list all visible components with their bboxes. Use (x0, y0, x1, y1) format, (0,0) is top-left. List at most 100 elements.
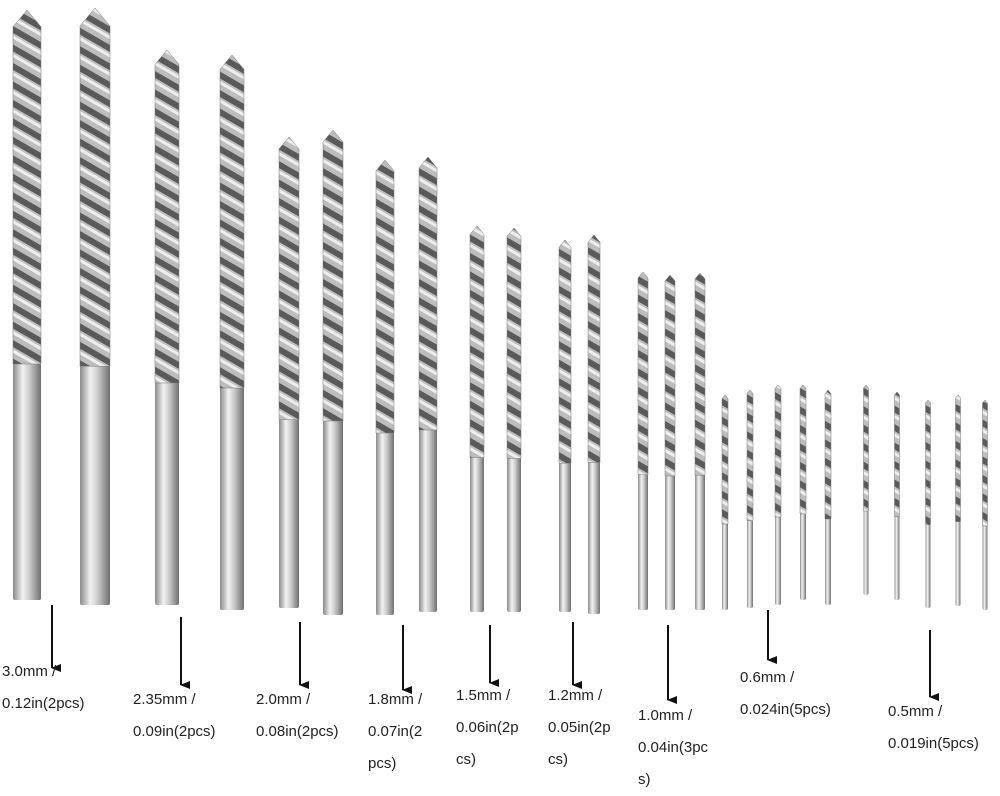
shank (775, 513, 781, 605)
flute (863, 384, 869, 512)
drill-bit (637, 271, 649, 610)
shank (220, 384, 244, 610)
size-label: 0.08in(2pcs) (256, 723, 339, 740)
size-label: 0.024in(5pcs) (740, 701, 831, 718)
shank (800, 510, 806, 600)
shank (80, 362, 110, 605)
drill-bit (694, 272, 706, 610)
shank (665, 472, 675, 610)
size-label: 0.12in(2pcs) (2, 695, 85, 712)
flute (746, 389, 754, 522)
drill-bit (955, 394, 961, 606)
drill-bit (375, 159, 395, 615)
size-label: 1.5mm / (456, 687, 511, 704)
shank (638, 470, 648, 610)
size-label: cs) (456, 751, 476, 768)
flute (418, 156, 438, 431)
shank (470, 453, 484, 612)
drill-bit (558, 239, 572, 612)
size-label: 0.06in(2p (456, 719, 519, 736)
shank (982, 522, 988, 610)
flute (664, 274, 676, 477)
drill-bit (982, 399, 988, 610)
drill-bit (278, 136, 300, 608)
flute (694, 272, 706, 476)
drill-bit (154, 49, 180, 605)
shank (13, 360, 41, 600)
size-label: 3.0mm / (2, 663, 57, 680)
shank (825, 515, 831, 605)
flute (278, 136, 300, 420)
shank (376, 429, 394, 615)
drill-bit (925, 399, 931, 608)
drill-bit (863, 384, 869, 595)
size-label: 1.0mm / (638, 707, 693, 724)
drill-bit (79, 7, 111, 605)
size-label: 0.09in(2pcs) (133, 723, 216, 740)
drill-bit (799, 384, 807, 600)
flute (219, 54, 245, 389)
shank (507, 454, 521, 612)
flute (925, 399, 931, 526)
size-label: 2.0mm / (256, 691, 311, 708)
drill-bit (418, 156, 438, 612)
drill-bits (12, 7, 988, 615)
size-label: s) (638, 771, 651, 788)
shank (695, 471, 705, 610)
arrows (51, 605, 939, 704)
drill-bit (746, 389, 754, 608)
flute (375, 159, 395, 434)
size-label: 0.5mm / (888, 703, 943, 720)
drill-bit (322, 129, 344, 615)
size-label: 1.8mm / (368, 691, 423, 708)
size-label: pcs) (368, 755, 396, 772)
flute (322, 129, 344, 422)
shank (279, 415, 299, 608)
shank (419, 426, 437, 612)
drill-bit (587, 234, 601, 614)
drill-bit (469, 225, 485, 612)
flute (587, 234, 601, 463)
flute (506, 227, 522, 459)
shank (588, 458, 600, 614)
size-label: 2.35mm / (133, 691, 196, 708)
flute (894, 391, 900, 518)
drill-bit (219, 54, 245, 610)
drill-bit (12, 9, 42, 600)
flute (982, 399, 988, 527)
size-label: 1.2mm / (548, 687, 603, 704)
flute (799, 384, 807, 515)
flute (469, 225, 485, 458)
size-label: cs) (548, 751, 568, 768)
drill-bit (506, 227, 522, 612)
flute (721, 394, 729, 525)
shank (955, 517, 961, 606)
flute (774, 384, 782, 518)
size-label: 0.07in(2 (368, 723, 422, 740)
flute (154, 49, 180, 384)
labels: 3.0mm / 0.12in(2pcs) 2.35mm / 0.09in(2pcs) 2… (2, 663, 979, 788)
shank (559, 459, 571, 612)
size-label: 0.019in(5pcs) (888, 735, 979, 752)
size-label: 0.05in(2p (548, 719, 611, 736)
size-label: 0.04in(3pc (638, 739, 709, 756)
drill-bit (894, 391, 900, 600)
shank (155, 379, 179, 605)
drill-bit (664, 274, 676, 610)
flute (955, 394, 961, 522)
flute (558, 239, 572, 464)
shank (863, 507, 869, 595)
drill-bit (774, 384, 782, 605)
shank (722, 520, 728, 610)
shank (747, 516, 753, 608)
drill-bit (824, 389, 832, 605)
drill-bit (721, 394, 729, 610)
flute (824, 389, 832, 520)
size-label: 0.6mm / (740, 669, 795, 686)
shank (323, 417, 343, 615)
flute (12, 9, 42, 365)
flute (79, 7, 111, 367)
shank (925, 520, 931, 608)
